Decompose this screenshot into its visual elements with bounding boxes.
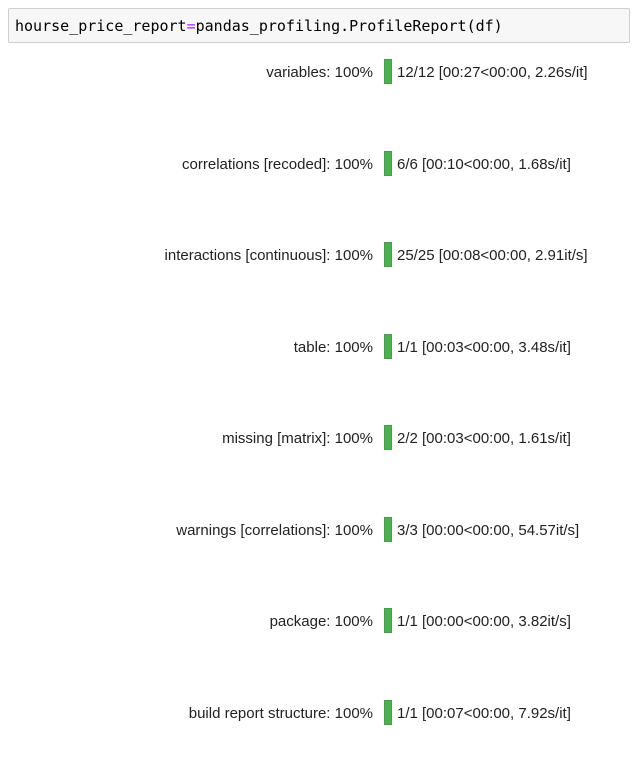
progress-bar [383, 700, 392, 725]
code-variable: hourse_price_report [15, 17, 187, 35]
progress-row-table: table: 100% 1/1 [00:03<00:00, 3.48s/it] [0, 333, 634, 363]
code-call: pandas_profiling.ProfileReport [195, 17, 467, 35]
progress-stats: 1/1 [00:07<00:00, 7.92s/it] [397, 705, 571, 722]
progress-description: package: 100% [269, 613, 373, 630]
code-line[interactable]: hourse_price_report=pandas_profiling.Pro… [15, 17, 503, 35]
progress-stats: 1/1 [00:00<00:00, 3.82it/s] [397, 613, 571, 630]
progress-bar [383, 334, 392, 359]
progress-description: correlations [recoded]: 100% [182, 156, 373, 173]
progress-description: table: 100% [293, 339, 373, 356]
progress-bar [383, 242, 392, 267]
progress-bar [384, 151, 392, 176]
progress-stats: 25/25 [00:08<00:00, 2.91it/s] [397, 247, 588, 264]
progress-row-build-report: build report structure: 100% 1/1 [00:07<… [0, 699, 634, 729]
progress-bar [384, 59, 392, 84]
progress-bar [383, 608, 392, 633]
code-operator: = [186, 17, 196, 35]
progress-row-correlations: correlations [recoded]: 100% 6/6 [00:10<… [0, 150, 634, 180]
progress-bar [384, 517, 392, 542]
progress-stats: 1/1 [00:03<00:00, 3.48s/it] [397, 339, 571, 356]
code-argument: df [475, 17, 494, 35]
code-close-paren: ) [493, 17, 503, 35]
code-open-paren: ( [466, 17, 476, 35]
progress-stats: 6/6 [00:10<00:00, 1.68s/it] [397, 156, 571, 173]
progress-stats: 3/3 [00:00<00:00, 54.57it/s] [397, 522, 580, 539]
code-cell[interactable]: hourse_price_report=pandas_profiling.Pro… [8, 8, 630, 43]
progress-description: build report structure: 100% [188, 705, 373, 722]
progress-stats: 12/12 [00:27<00:00, 2.26s/it] [397, 64, 588, 81]
progress-row-warnings: warnings [correlations]: 100% 3/3 [00:00… [0, 516, 634, 546]
progress-row-missing: missing [matrix]: 100% 2/2 [00:03<00:00,… [0, 424, 634, 454]
progress-description: interactions [continuous]: 100% [164, 247, 373, 264]
progress-row-package: package: 100% 1/1 [00:00<00:00, 3.82it/s… [0, 607, 634, 637]
progress-description: missing [matrix]: 100% [222, 430, 373, 447]
output-area: variables: 100% 12/12 [00:27<00:00, 2.26… [0, 50, 634, 759]
progress-bar [384, 425, 392, 450]
progress-row-interactions: interactions [continuous]: 100% 25/25 [0… [0, 241, 634, 271]
progress-stats: 2/2 [00:03<00:00, 1.61s/it] [397, 430, 571, 447]
progress-row-variables: variables: 100% 12/12 [00:27<00:00, 2.26… [0, 58, 634, 88]
progress-description: warnings [correlations]: 100% [176, 522, 373, 539]
progress-description: variables: 100% [266, 64, 373, 81]
